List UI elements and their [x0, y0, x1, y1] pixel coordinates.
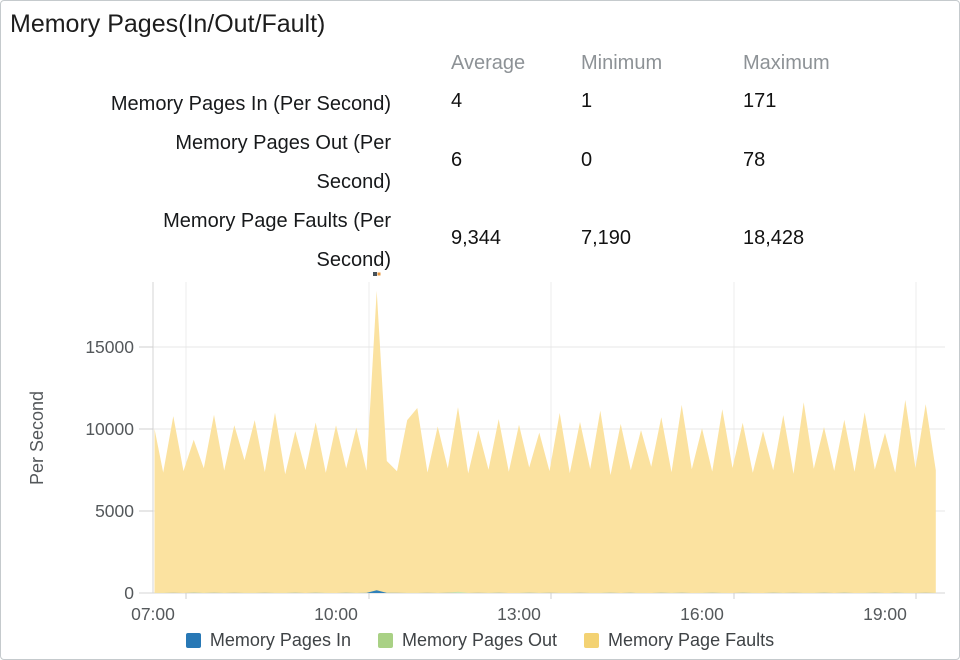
chart-legend: Memory Pages In Memory Pages Out Memory … — [1, 630, 959, 651]
pages-out-minimum: 0 — [581, 149, 593, 171]
row-label-pages-out: Memory Pages Out (Per Second) — [41, 124, 391, 202]
column-header-minimum: Minimum — [581, 52, 663, 74]
legend-item-page-faults: Memory Page Faults — [584, 630, 774, 651]
x-tick-label: 19:00 — [863, 604, 907, 624]
pages-in-swatch-icon — [185, 633, 201, 648]
column-header-maximum: Maximum — [743, 52, 830, 74]
y-axis-title: Per Second — [27, 391, 47, 485]
pages-in-minimum: 1 — [581, 90, 593, 112]
pages-in-maximum: 171 — [743, 90, 777, 112]
pages-in-average: 4 — [451, 90, 463, 112]
page-title: Memory Pages(In/Out/Fault) — [10, 10, 326, 38]
pages-out-maximum: 78 — [743, 149, 766, 171]
legend-item-pages-out: Memory Pages Out — [377, 630, 558, 651]
y-tick-label: 0 — [124, 583, 134, 603]
y-tick-label: 15000 — [85, 337, 134, 357]
chart-canvas: 0 5000 10000 15000 07:00 10:00 13:00 16:00 19:00… — [27, 272, 945, 624]
area-memory-page-faults — [154, 290, 936, 593]
row-label-line: Memory Pages Out (Per — [175, 132, 391, 154]
legend-label: Memory Page Faults — [608, 630, 775, 650]
x-tick-label: 13:00 — [497, 604, 541, 624]
row-label-line: Second) — [316, 249, 392, 271]
legend-label: Memory Pages Out — [401, 630, 558, 650]
y-tick-label: 5000 — [95, 501, 134, 521]
row-label-pages-in: Memory Pages In (Per Second) — [41, 85, 391, 124]
memory-pages-chart: 0 5000 10000 15000 07:00 10:00 13:00 16:00 19:00… — [1, 271, 959, 659]
page-faults-average: 9,344 — [451, 227, 502, 249]
row-label-line: Memory Pages In (Per Second) — [110, 93, 391, 115]
legend-item-pages-in: Memory Pages In — [185, 630, 351, 651]
x-tick-label: 07:00 — [131, 604, 175, 624]
page-faults-minimum: 7,190 — [581, 227, 632, 249]
cursor-marker — [377, 272, 381, 276]
legend-label: Memory Pages In — [209, 630, 351, 650]
column-header-average: Average — [451, 52, 526, 74]
cursor-marker — [373, 272, 377, 276]
row-label-page-faults: Memory Page Faults (Per Second) — [41, 202, 391, 280]
pages-out-swatch-icon — [377, 633, 393, 648]
pages-out-average: 6 — [451, 149, 463, 171]
page-faults-maximum: 18,428 — [743, 227, 805, 249]
page-faults-swatch-icon — [584, 633, 600, 648]
x-tick-label: 16:00 — [680, 604, 724, 624]
row-label-line: Memory Page Faults (Per — [163, 210, 391, 232]
x-tick-label: 10:00 — [314, 604, 358, 624]
row-label-line: Second) — [316, 171, 392, 193]
y-tick-label: 10000 — [85, 419, 134, 439]
